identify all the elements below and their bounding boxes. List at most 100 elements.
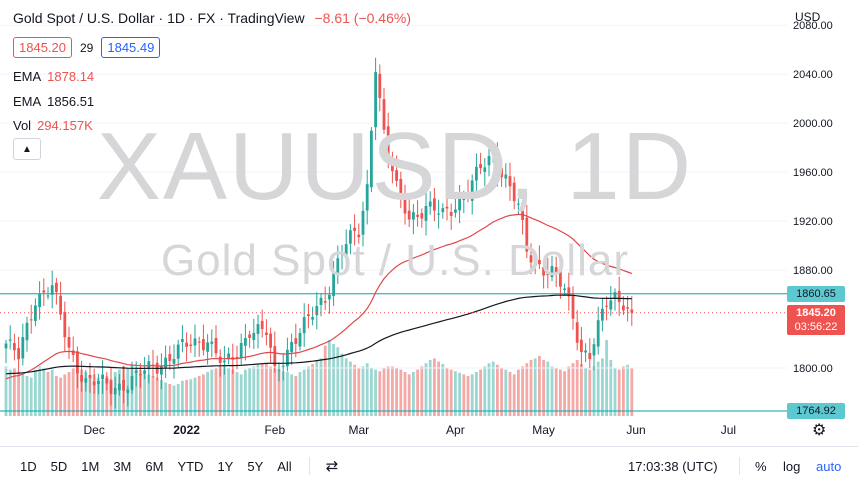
candle-body <box>80 375 83 382</box>
indicator-value: 294.157K <box>37 118 93 133</box>
last-price-label: 1845.20 03:56:22 <box>787 304 845 335</box>
volume-bar <box>349 361 352 416</box>
timeframe-3m-button[interactable]: 3M <box>113 458 132 474</box>
volume-bar <box>21 374 25 416</box>
timeframe-1y-button[interactable]: 1Y <box>217 458 234 474</box>
candle-body <box>311 317 314 320</box>
candle-body <box>88 374 92 379</box>
candle-body <box>349 230 352 244</box>
log-scale-toggle[interactable]: log <box>783 458 801 474</box>
candle-body <box>290 341 293 353</box>
symbol-legend[interactable]: Gold Spot / U.S. Dollar · 1D · FX · Trad… <box>13 10 411 26</box>
volume-bar <box>13 368 16 416</box>
candle-body <box>143 370 146 374</box>
candle-body <box>412 212 415 220</box>
volume-bar <box>512 374 516 416</box>
volume-bar <box>59 377 62 416</box>
candle-body <box>441 208 445 213</box>
timeframe-1d-button[interactable]: 1D <box>20 458 37 474</box>
volume-bar <box>353 364 356 416</box>
volume-bar <box>281 371 285 416</box>
indicator-volume[interactable]: Vol 294.157K <box>13 118 93 133</box>
price-axis[interactable]: 2080.00 2040.00 2000.00 1960.00 1920.00 1880.… <box>793 20 833 375</box>
volume-bar <box>533 358 537 416</box>
candle-body <box>437 213 440 215</box>
price-tick-label: 2000.00 <box>793 118 833 130</box>
date-range-icon[interactable]: ⇄ <box>325 458 339 475</box>
legend-separator: · <box>188 10 198 26</box>
candle-body <box>630 309 634 313</box>
candle-body <box>105 378 109 384</box>
candle-body <box>445 206 449 209</box>
interval-label[interactable]: 1D <box>167 10 185 26</box>
candle-body <box>470 180 474 201</box>
bid-ask-row: 1845.20 29 1845.49 <box>13 37 161 58</box>
sell-price-button[interactable]: 1845.20 <box>13 37 72 58</box>
volume-bar <box>538 356 541 416</box>
candle-body <box>29 319 33 321</box>
time-axis[interactable]: Dec 2022 Feb Mar Apr May Jun Jul <box>84 423 737 437</box>
candle-body <box>113 387 117 395</box>
candle-body <box>139 374 142 376</box>
auto-scale-toggle[interactable]: auto <box>816 458 842 474</box>
volume-bar <box>38 366 41 416</box>
legend-separator: · <box>219 10 228 26</box>
candle-body <box>559 269 562 287</box>
candle-body <box>235 356 239 358</box>
candle-body <box>210 341 214 344</box>
volume-bar <box>277 369 281 416</box>
percent-scale-toggle[interactable]: % <box>755 458 767 474</box>
timeframe-1m-button[interactable]: 1M <box>81 458 100 474</box>
candle-body <box>307 314 310 316</box>
collapse-legend-button[interactable]: ▲ <box>13 138 41 160</box>
symbol-name[interactable]: Gold Spot / U.S. Dollar <box>13 10 155 26</box>
volume-bar <box>462 374 466 416</box>
volume-bar <box>588 369 592 416</box>
candle-body <box>466 194 470 199</box>
timeframe-6m-button[interactable]: 6M <box>145 458 164 474</box>
buy-price-button[interactable]: 1845.49 <box>101 37 161 58</box>
candle-body <box>214 338 218 354</box>
volume-bar <box>550 366 554 416</box>
candle-body <box>584 350 587 353</box>
timeframe-all-button[interactable]: All <box>277 458 292 474</box>
volume-bar <box>542 360 545 416</box>
volume-bar <box>630 368 634 416</box>
timeframe-5d-button[interactable]: 5D <box>50 458 68 474</box>
volume-bar <box>256 364 260 416</box>
gear-icon[interactable]: ⚙ <box>812 422 827 439</box>
volume-bar <box>315 360 319 416</box>
candle-body <box>244 338 247 346</box>
volume-bar <box>323 345 327 416</box>
currency-selector[interactable]: USD <box>795 10 821 24</box>
volume-bar <box>193 377 197 416</box>
volume-bar <box>365 363 369 416</box>
timeframe-5y-button[interactable]: 5Y <box>247 458 264 474</box>
volume-bar <box>286 372 289 416</box>
candle-body <box>218 356 222 364</box>
volume-bar <box>181 380 184 416</box>
candle-body <box>336 258 340 276</box>
volume-bar <box>8 369 12 416</box>
volume-bar <box>46 372 50 416</box>
price-tick-label: 1880.00 <box>793 265 833 277</box>
volume-bar <box>168 384 172 416</box>
volume-bar <box>252 366 256 416</box>
timeframe-ytd-button[interactable]: YTD <box>177 458 204 474</box>
volume-bar <box>403 372 407 416</box>
volume-bar <box>248 368 251 416</box>
candle-body <box>395 170 398 181</box>
indicator-ema-fast[interactable]: EMA 1878.14 <box>13 69 94 84</box>
bottom-toolbar: 1D 5D 1M 3M 6M YTD 1Y 5Y All ⇄ 17:03:38 … <box>0 446 858 485</box>
utc-clock[interactable]: 17:03:38 (UTC) <box>628 458 718 474</box>
indicator-ema-slow[interactable]: EMA 1856.51 <box>13 94 94 109</box>
time-tick-label: May <box>532 423 555 437</box>
price-grid <box>0 24 787 369</box>
candle-body <box>281 365 285 367</box>
candle-body <box>34 305 37 321</box>
candle-body <box>365 184 369 211</box>
volume-bar <box>311 364 314 416</box>
candle-body <box>626 307 629 309</box>
candle-body <box>575 322 579 343</box>
